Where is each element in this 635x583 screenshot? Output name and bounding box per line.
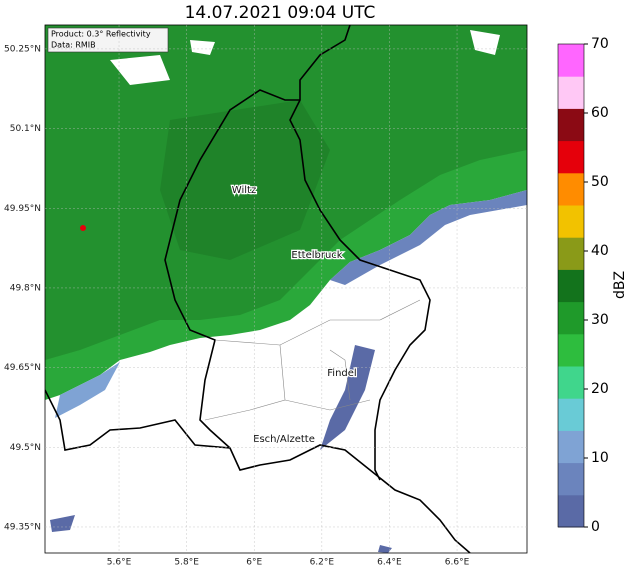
radar-layer (45, 25, 527, 553)
y-tick-label: 49.35°N (4, 522, 41, 532)
colorbar-segment (558, 494, 584, 528)
x-tick-label: 6.6°E (445, 558, 470, 568)
info-product: Product: 0.3° Reflectivity (51, 30, 151, 39)
colorbar-segment (558, 269, 584, 303)
colorbar-tick-label: 50 (591, 174, 609, 190)
colorbar-segment (558, 366, 584, 399)
colorbar-tick-label: 30 (591, 312, 609, 328)
x-tick-label: 5.8°E (174, 558, 199, 568)
colorbar-tick-label: 10 (591, 450, 609, 466)
colorbar-label: dBZ (612, 271, 628, 299)
colorbar-segment (558, 301, 584, 335)
colorbar-tick-label: 0 (591, 519, 600, 535)
colorbar-segment (558, 430, 584, 464)
y-tick-label: 50.1°N (10, 124, 41, 134)
colorbar-segment (558, 205, 584, 238)
x-tick-label: 5.6°E (107, 558, 132, 568)
colorbar-segment (558, 462, 584, 496)
map-frame (44, 24, 528, 554)
y-tick-label: 50.25°N (4, 44, 41, 54)
x-tick-label: 6.4°E (377, 558, 402, 568)
y-tick-label: 49.8°N (10, 283, 41, 293)
colorbar-segment (558, 44, 584, 77)
colorbar-tick-label: 60 (591, 105, 609, 121)
x-tick-label: 6.2°E (310, 558, 335, 568)
colorbar-segment (558, 237, 584, 270)
city-label: Ettelbruck (291, 250, 342, 261)
colorbar-tick-label: 40 (591, 243, 609, 259)
colorbar-segment (558, 108, 584, 142)
colorbar-tick-label: 20 (591, 381, 609, 397)
city-label: Esch/Alzette (253, 434, 315, 445)
x-tick-label: 6°E (246, 558, 262, 568)
city-label: Wiltz (232, 185, 256, 196)
y-tick-label: 49.95°N (4, 204, 41, 214)
info-source: Data: RMIB (51, 41, 96, 50)
colorbar-tick-label: 70 (591, 36, 609, 52)
city-label: Findel (327, 368, 356, 379)
y-tick-label: 49.65°N (4, 363, 41, 373)
colorbar-segment (558, 172, 584, 206)
info-box-frame (47, 27, 169, 53)
title: 14.07.2021 09:04 UTC (185, 3, 376, 23)
info-box: Product: 0.3° Reflectivity Data: RMIB (47, 27, 169, 53)
y-tick-label: 49.5°N (10, 443, 41, 453)
colorbar-segment (558, 140, 584, 174)
colorbar-frame (557, 43, 585, 528)
colorbar-segment (558, 398, 584, 431)
colorbar-segment (558, 333, 584, 367)
colorbar-segment (558, 76, 584, 109)
